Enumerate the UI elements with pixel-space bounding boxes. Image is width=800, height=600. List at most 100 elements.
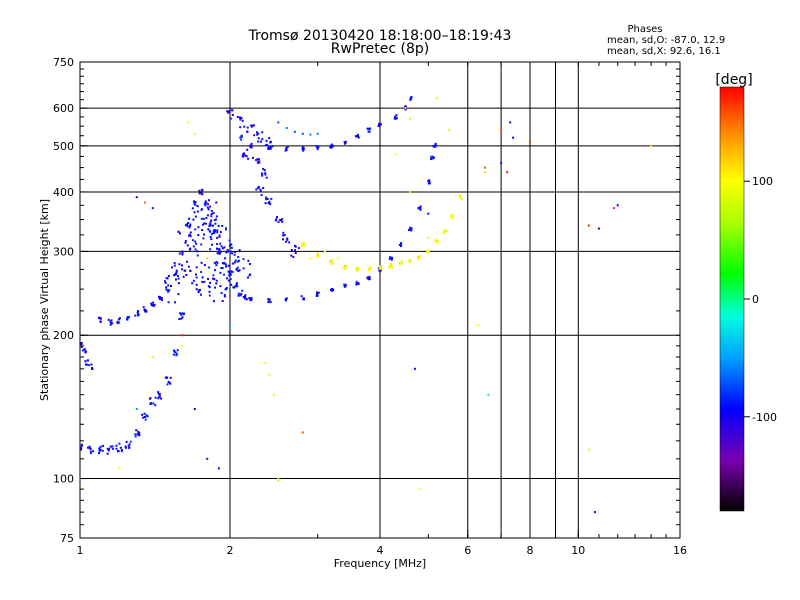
data-point [229,117,232,120]
data-point [500,162,503,165]
data-point [400,244,402,247]
data-point [102,444,105,447]
data-point [301,242,304,245]
data-point [213,262,216,265]
data-point [212,277,214,280]
data-point [389,262,392,265]
y-tick-label: 300 [53,245,74,258]
data-point [269,141,272,144]
data-point [209,235,212,238]
data-point [89,448,92,450]
data-point [212,232,215,234]
data-point [106,447,109,450]
data-point [391,256,393,259]
data-point [127,444,130,447]
data-point [178,318,181,320]
data-point [529,140,531,143]
data-point [229,251,232,254]
data-point [210,213,213,215]
data-point [191,282,194,285]
data-point [194,215,197,218]
data-point [210,233,213,236]
data-point [430,155,433,158]
data-point [194,240,197,243]
x-axis-ticks: 1 2 4 6 8 10 16 [77,62,687,557]
data-point [297,247,300,250]
data-point [193,211,196,214]
data-point [207,285,210,288]
data-point [91,368,93,370]
data-point [400,242,403,245]
data-point [282,231,285,234]
data-point [404,105,407,108]
data-point [330,289,332,292]
data-point [413,367,416,370]
data-point [209,224,212,227]
data-point [587,448,590,451]
data-point [293,130,296,133]
data-point [225,287,228,289]
data-point [267,147,270,150]
data-point [76,450,78,452]
data-point [316,292,319,295]
data-point [477,324,480,327]
data-point [356,266,359,269]
data-point [208,223,211,226]
data-point [154,404,157,407]
data-point [275,218,278,221]
data-point [115,444,118,447]
data-point [137,430,140,433]
data-point [431,155,434,158]
data-point [186,244,189,247]
data-point [90,363,93,366]
data-point [119,446,122,449]
data-point [159,298,161,300]
data-point [219,250,222,253]
data-point [276,216,278,219]
data-point [178,263,181,266]
data-point [262,187,265,189]
data-point [192,245,195,248]
data-point [203,264,206,266]
data-point [285,146,288,149]
data-point [99,448,102,451]
data-point [212,229,215,232]
data-point [301,132,304,135]
data-point [166,383,169,386]
data-point [225,251,228,254]
data-point [208,290,211,293]
data-point [143,309,146,311]
data-point [149,397,152,400]
data-point [175,269,178,272]
data-point [197,291,200,294]
data-point [366,127,369,130]
data-point [134,435,137,438]
data-point [90,452,92,455]
data-point [208,266,211,269]
data-point [417,255,420,258]
data-point [259,188,262,191]
data-point [378,267,381,270]
data-point [389,257,391,260]
data-point [240,117,243,120]
data-point [249,299,252,301]
data-point [83,348,86,351]
data-point [171,266,173,269]
data-point [239,126,242,129]
data-point [263,169,266,172]
data-point [233,253,236,256]
data-point [188,226,191,229]
data-point [177,293,180,296]
data-point [237,292,240,295]
colorbar-tick-label: -100 [752,411,777,424]
data-point [80,448,83,451]
data-point [229,250,232,253]
data-point [435,239,438,242]
data-point [509,121,512,124]
data-point [152,305,155,308]
data-point [84,360,87,363]
data-point [302,244,305,247]
data-point [357,282,360,285]
data-point [97,317,100,319]
data-point [487,393,490,396]
